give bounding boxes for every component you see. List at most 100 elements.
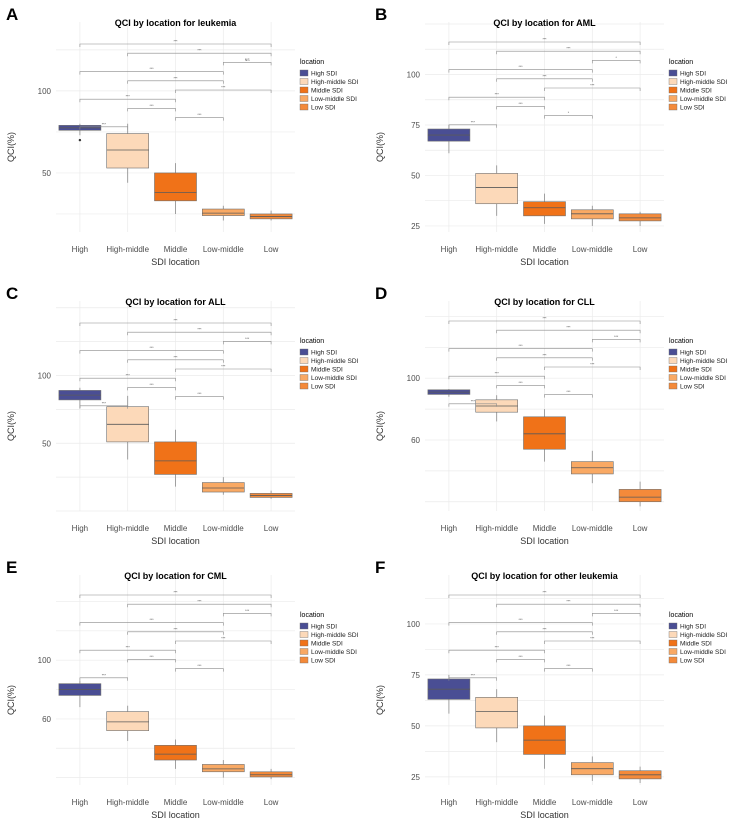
significance-bracket — [127, 387, 176, 391]
legend-label: High-middle SDI — [680, 358, 728, 365]
significance-label: *** — [197, 113, 202, 117]
legend-swatch — [299, 365, 309, 373]
box-low-middle — [571, 450, 614, 484]
y-tick-label: 50 — [411, 722, 420, 731]
significance-bracket — [544, 87, 641, 91]
box-rect — [475, 697, 518, 729]
panel-d: D QCI by location for CLL QCI(%) 60 100 High H… — [375, 284, 728, 546]
box-high-middle — [475, 165, 518, 216]
x-tick-label: High — [441, 245, 457, 254]
box-rect — [106, 711, 149, 731]
significance-label: *** — [173, 627, 178, 631]
legend-label: Middle SDI — [311, 641, 343, 648]
y-axis-label: QCI(%) — [375, 132, 385, 162]
panel-f: F QCI by location for other leukemia QCI(%… — [375, 558, 728, 820]
chart-title: QCI by location for CML — [124, 571, 227, 581]
legend-label: High-middle SDI — [311, 79, 359, 86]
significance-label: *** — [150, 104, 155, 108]
significance-label: *** — [150, 655, 155, 659]
x-tick-label: High-middle — [106, 798, 149, 807]
significance-label: *** — [150, 346, 155, 350]
significance-bracket — [544, 115, 593, 119]
significance-label: *** — [173, 76, 178, 80]
y-axis-label: QCI(%) — [375, 685, 385, 715]
legend-label: High SDI — [311, 624, 337, 631]
significance-label: *** — [566, 326, 571, 330]
significance-bracket — [79, 594, 272, 598]
significance-bracket — [496, 659, 545, 663]
significance-brackets: *** *** *** *** *** *** *** *** *** *** — [448, 591, 641, 681]
box-middle — [523, 409, 566, 462]
box-high — [58, 680, 102, 708]
legend-swatch — [299, 95, 309, 102]
x-tick-label: High-middle — [475, 524, 518, 533]
significance-label: *** — [245, 609, 250, 613]
significance-bracket — [448, 649, 545, 654]
x-tick-label: High — [72, 524, 88, 533]
significance-bracket — [448, 320, 641, 324]
panel-a: A QCI by location for leukemia QCI(%) 50 100… — [6, 5, 359, 267]
legend-label: Low SDI — [311, 384, 336, 391]
x-tick-label: High — [72, 245, 88, 254]
box-low-middle — [202, 760, 245, 778]
box-rect — [618, 489, 662, 503]
legend-swatch — [668, 382, 678, 390]
significance-label: *** — [566, 47, 571, 51]
legend-label: Low-middle SDI — [680, 649, 726, 656]
x-tick-label: High-middle — [106, 524, 149, 533]
significance-label: NS — [245, 58, 251, 62]
legend-swatch — [668, 639, 678, 647]
significance-bracket — [448, 622, 593, 626]
legend-swatch — [668, 622, 678, 630]
significance-label: *** — [542, 317, 547, 321]
y-tick-label: 100 — [38, 656, 52, 665]
significance-bracket — [79, 350, 224, 354]
outlier-point — [78, 138, 82, 142]
y-tick-label: 25 — [411, 222, 420, 231]
significance-bracket — [175, 117, 224, 121]
box-low-middle — [571, 756, 614, 781]
significance-bracket — [592, 60, 641, 64]
x-tick-label: Middle — [533, 245, 557, 254]
significance-bracket — [496, 329, 641, 334]
legend-label: Low-middle SDI — [311, 375, 357, 382]
significance-label: *** — [542, 627, 547, 631]
y-tick-label: 100 — [407, 620, 421, 629]
significance-label: *** — [221, 365, 226, 369]
legend-swatch — [668, 631, 678, 638]
legend-label: Low SDI — [311, 105, 336, 112]
legend-swatch — [299, 103, 309, 111]
legend-swatch — [299, 656, 309, 664]
significance-label: *** — [519, 655, 524, 659]
x-tick-label: Middle — [164, 524, 188, 533]
x-tick-label: High-middle — [106, 245, 149, 254]
legend-title: location — [300, 612, 324, 619]
legend-swatch — [668, 78, 678, 85]
box-middle — [154, 163, 197, 214]
legend-label: Low SDI — [680, 384, 705, 391]
legend-swatch — [668, 648, 678, 655]
significance-label: *** — [542, 591, 547, 595]
x-axis-label: SDI location — [151, 536, 200, 546]
significance-bracket — [544, 668, 593, 672]
y-tick-label: 50 — [42, 169, 51, 178]
significance-label: *** — [197, 600, 202, 604]
panel-letter: C — [6, 284, 18, 303]
significance-label: *** — [173, 591, 178, 595]
legend-label: High-middle SDI — [680, 632, 728, 639]
y-tick-label: 60 — [42, 715, 51, 724]
box-low-middle — [202, 477, 245, 495]
significance-bracket — [175, 368, 272, 372]
legend-label: High-middle SDI — [680, 79, 728, 86]
legend-swatch — [299, 69, 309, 77]
significance-bracket — [592, 339, 641, 343]
significance-bracket — [448, 594, 641, 598]
significance-label: *** — [566, 390, 571, 394]
significance-bracket — [127, 659, 176, 663]
y-tick-label: 100 — [407, 71, 421, 80]
significance-label: *** — [519, 344, 524, 348]
y-axis-label: QCI(%) — [6, 411, 16, 441]
box-middle — [523, 193, 566, 224]
